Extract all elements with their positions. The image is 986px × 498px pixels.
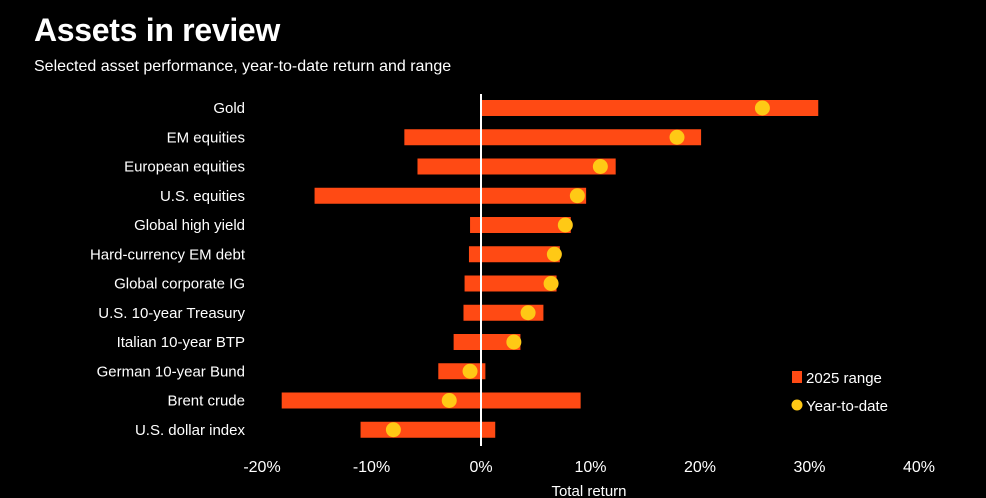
x-axis-ticks: -20% -10% 0% 10% 20% 30% 40% (243, 459, 935, 476)
category-label-global-high-yield: Global high yield (134, 217, 245, 234)
legend-range-label: 2025 range (806, 370, 882, 387)
chart-subtitle: Selected asset performance, year-to-date… (34, 58, 452, 75)
x-axis-title: Total return (551, 483, 626, 498)
range-bar-global-corporate-ig (464, 275, 557, 292)
range-bars (281, 100, 819, 438)
category-label-u-s-10-year-treasury: U.S. 10-year Treasury (98, 305, 245, 322)
ytd-point-em-equities (669, 129, 685, 145)
category-label-german-10-year-bund: German 10-year Bund (97, 363, 245, 380)
x-tick-label: -10% (353, 459, 390, 476)
range-bar-global-high-yield (470, 217, 571, 233)
x-tick-label: 0% (469, 459, 492, 476)
x-tick-label: 10% (574, 459, 606, 476)
range-bar-em-equities (404, 129, 702, 146)
ytd-point-global-corporate-ig (543, 276, 559, 291)
category-labels: Gold EM equities European equities U.S. equ… (90, 100, 246, 439)
category-label-em-equities: EM equities (167, 129, 245, 146)
x-tick-label: -20% (243, 459, 280, 476)
legend-ytd-label: Year-to-date (806, 398, 888, 415)
ytd-point-gold (754, 100, 770, 116)
chart-title: Assets in review (34, 12, 280, 48)
range-bar-german-10-year-bund (438, 363, 486, 380)
ytd-point-u-s-equities (569, 188, 585, 204)
ytd-point-german-10-year-bund (462, 363, 478, 379)
ytd-points (385, 100, 770, 438)
legend-range-swatch (792, 371, 802, 383)
ytd-point-european-equities (592, 159, 608, 174)
category-label-gold: Gold (213, 100, 245, 117)
category-label-global-corporate-ig: Global corporate IG (114, 276, 245, 293)
category-label-u-s-equities: U.S. equities (160, 188, 245, 205)
x-tick-label: 30% (793, 459, 825, 476)
range-bar-european-equities (417, 158, 616, 175)
category-label-european-equities: European equities (124, 159, 245, 176)
ytd-point-brent-crude (441, 393, 457, 408)
ytd-point-u-s-dollar-index (385, 422, 401, 438)
range-bar-brent-crude (281, 392, 581, 409)
ytd-point-global-high-yield (557, 217, 573, 233)
range-bar-u-s-dollar-index (360, 421, 496, 438)
category-label-italian-10-year-btp: Italian 10-year BTP (117, 334, 245, 351)
range-bar-gold (481, 100, 819, 116)
ytd-point-italian-10-year-btp (506, 334, 522, 350)
legend-ytd-swatch (791, 399, 803, 411)
x-tick-label: 20% (684, 459, 716, 476)
category-label-hard-currency-em-debt: Hard-currency EM debt (90, 246, 246, 263)
range-bar-u-s-equities (314, 187, 587, 204)
category-label-brent-crude: Brent crude (167, 393, 245, 410)
x-tick-label: 40% (903, 459, 935, 476)
legend: 2025 range Year-to-date (791, 370, 888, 415)
ytd-point-hard-currency-em-debt (546, 246, 562, 262)
ytd-point-u-s-10-year-treasury (520, 305, 536, 321)
range-bar-hard-currency-em-debt (468, 246, 560, 263)
category-label-u-s-dollar-index: U.S. dollar index (135, 422, 246, 439)
range-bar-italian-10-year-btp (453, 334, 521, 350)
